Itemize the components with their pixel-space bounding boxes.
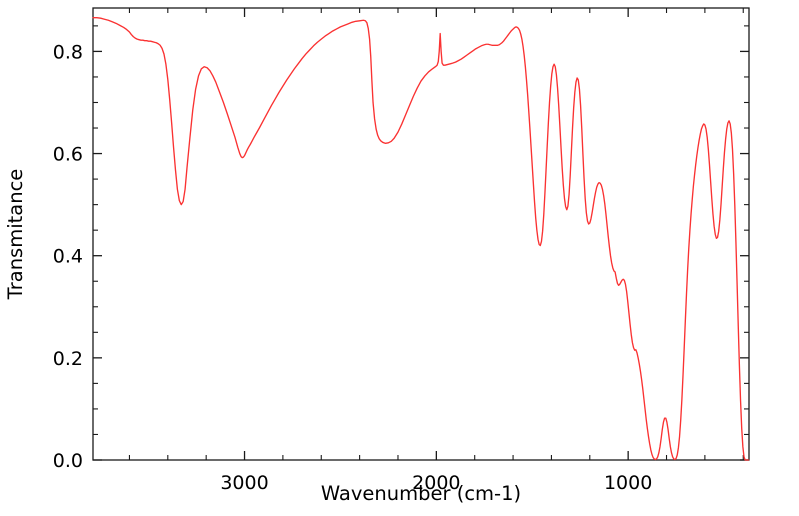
x-tick-label: 1000	[604, 472, 652, 494]
y-axis-title: Transmitance	[4, 169, 27, 301]
spectrum-curve	[92, 17, 750, 461]
y-tick-label: 0.8	[53, 41, 83, 63]
y-tick-label: 0.6	[53, 144, 83, 166]
x-tick-label: 3000	[220, 472, 268, 494]
x-axis-title: Wavenumber (cm-1)	[321, 482, 521, 505]
y-tick-label: 0.4	[53, 246, 83, 268]
axis-ticks	[93, 8, 749, 461]
y-tick-label: 0.2	[53, 348, 83, 370]
x-tick-label: 2000	[412, 472, 460, 494]
y-tick-label: 0.0	[53, 450, 83, 472]
plot-frame	[92, 7, 750, 461]
axis-tick-labels: 3000 2000 1000 0.0 0.2 0.4 0.6 0.8	[53, 41, 653, 494]
